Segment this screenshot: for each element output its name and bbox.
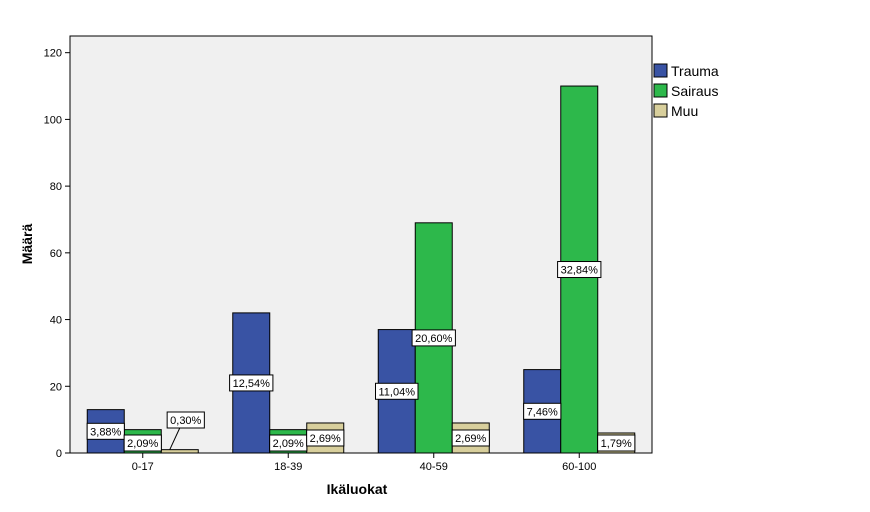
svg-text:1,79%: 1,79% (601, 438, 632, 450)
x-axis-title: Ikäluokat (327, 481, 388, 497)
y-tick-label: 40 (50, 315, 62, 327)
data-label: 3,88% (86, 422, 125, 440)
data-label: 20,60% (411, 329, 456, 347)
svg-text:7,46%: 7,46% (527, 406, 558, 418)
data-label: 2,69% (451, 429, 490, 447)
x-tick-label: 60-100 (562, 461, 596, 473)
data-label: 32,84% (557, 261, 602, 279)
data-label: 2,09% (269, 434, 308, 452)
data-label: 2,69% (306, 429, 345, 447)
y-tick-label: 0 (56, 448, 62, 460)
y-tick-label: 120 (44, 48, 62, 60)
data-label: 12,54% (229, 374, 274, 392)
legend: Trauma Sairaus Muu (653, 63, 719, 119)
legend-swatch (653, 63, 668, 78)
svg-text:32,84%: 32,84% (561, 265, 599, 277)
svg-text:2,09%: 2,09% (273, 438, 304, 450)
legend-label: Muu (671, 103, 698, 119)
x-tick-label: 0-17 (132, 461, 154, 473)
bar-muu-0-17 (160, 449, 199, 454)
svg-text:11,04%: 11,04% (379, 386, 416, 398)
x-tick-label: 40-59 (420, 461, 448, 473)
svg-text:2,69%: 2,69% (310, 433, 341, 445)
svg-text:3,88%: 3,88% (90, 426, 121, 438)
svg-text:2,69%: 2,69% (455, 433, 486, 445)
data-label: 1,79% (597, 434, 636, 452)
data-label: 11,04% (375, 382, 419, 400)
label-leader-line (169, 427, 181, 450)
legend-swatch (653, 103, 668, 118)
svg-text:0,30%: 0,30% (170, 415, 201, 427)
data-label: 2,09% (123, 434, 162, 452)
y-axis-title: Määrä (19, 224, 35, 265)
svg-text:2,09%: 2,09% (127, 438, 158, 450)
x-tick-label: 18-39 (274, 461, 302, 473)
data-label: 0,30% (166, 411, 205, 429)
svg-text:20,60%: 20,60% (415, 333, 453, 345)
y-tick-label: 80 (50, 181, 62, 193)
y-tick-label: 100 (44, 114, 62, 126)
data-label: 7,46% (523, 402, 562, 420)
legend-label: Sairaus (671, 83, 718, 99)
y-tick-label: 60 (50, 248, 62, 260)
svg-text:12,54%: 12,54% (233, 378, 271, 390)
legend-swatch (653, 83, 668, 98)
y-tick-label: 20 (50, 381, 62, 393)
legend-label: Trauma (671, 63, 719, 79)
